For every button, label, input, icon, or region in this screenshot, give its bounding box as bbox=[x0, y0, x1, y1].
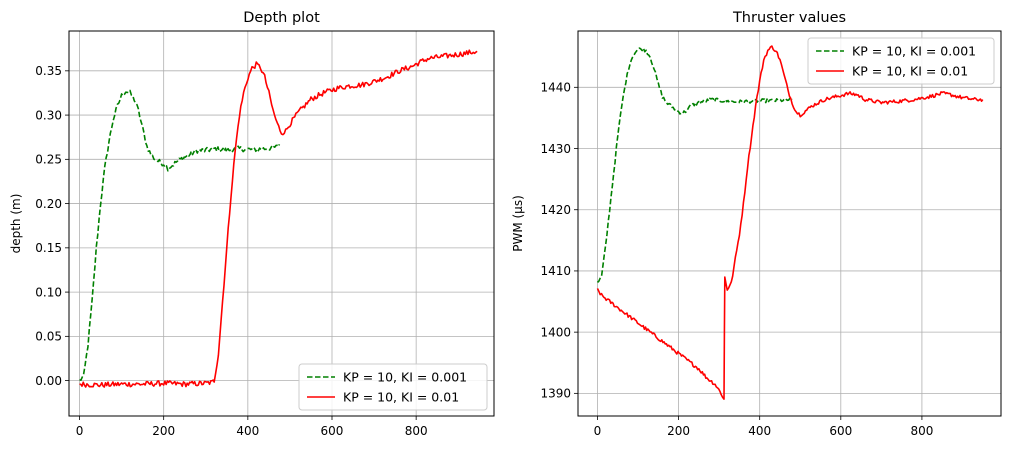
thruster-values-chart: 0 200 400 600 800 1390 1400 1410 1420 1430 1440 Thr… bbox=[511, 10, 1002, 438]
x-tick-label: 400 bbox=[236, 424, 259, 438]
legend-box bbox=[298, 363, 488, 411]
y-tick-label: 0.10 bbox=[35, 285, 62, 299]
legend-box bbox=[807, 37, 995, 85]
legend: KP = 10, KI = 0.001 KP = 10, KI = 0.01 bbox=[807, 37, 995, 85]
grid bbox=[69, 31, 494, 416]
y-tick-label: 1400 bbox=[540, 325, 571, 339]
x-tick-label: 800 bbox=[405, 424, 428, 438]
x-tick-label: 200 bbox=[152, 424, 175, 438]
y-tick-label: 1430 bbox=[540, 142, 571, 156]
x-tick-label: 800 bbox=[910, 424, 933, 438]
y-tick-label: 0.15 bbox=[35, 241, 62, 255]
y-tick-label: 0.20 bbox=[35, 197, 62, 211]
legend-label-2: KP = 10, KI = 0.01 bbox=[852, 64, 968, 79]
grid bbox=[578, 31, 1001, 416]
axes-frame bbox=[577, 30, 1002, 417]
plot-area bbox=[596, 45, 984, 400]
y-tick-label: 0.35 bbox=[35, 64, 62, 78]
series-line-2 bbox=[596, 45, 984, 400]
x-tick-label: 0 bbox=[76, 424, 84, 438]
y-tick-label: 1410 bbox=[540, 264, 571, 278]
legend-label-2: KP = 10, KI = 0.01 bbox=[343, 390, 459, 405]
x-axis: 0 200 400 600 800 bbox=[76, 416, 428, 438]
y-tick-label: 0.30 bbox=[35, 108, 62, 122]
y-axis-label: depth (m) bbox=[9, 194, 23, 254]
legend-label-1: KP = 10, KI = 0.001 bbox=[852, 44, 976, 59]
y-tick-label: 1440 bbox=[540, 81, 571, 95]
chart-title: Thruster values bbox=[732, 10, 846, 26]
series-line-1 bbox=[79, 89, 281, 381]
x-tick-label: 400 bbox=[748, 424, 771, 438]
plot-area bbox=[79, 49, 478, 388]
x-tick-label: 0 bbox=[594, 424, 602, 438]
x-tick-label: 600 bbox=[829, 424, 852, 438]
depth-plot-chart: 0 200 400 600 800 0.00 0.05 0.10 0.15 0.20 0.25 0.3… bbox=[9, 10, 495, 438]
legend: KP = 10, KI = 0.001 KP = 10, KI = 0.01 bbox=[298, 363, 488, 411]
y-tick-label: 0.00 bbox=[35, 374, 62, 388]
y-axis: 0.00 0.05 0.10 0.15 0.20 0.25 0.30 0.35 bbox=[35, 64, 69, 388]
x-tick-label: 600 bbox=[321, 424, 344, 438]
y-tick-label: 1390 bbox=[540, 387, 571, 401]
y-tick-label: 0.05 bbox=[35, 330, 62, 344]
series-line-2 bbox=[79, 49, 478, 388]
y-axis-label: PWM (µs) bbox=[511, 195, 525, 252]
x-tick-label: 200 bbox=[667, 424, 690, 438]
legend-label-1: KP = 10, KI = 0.001 bbox=[343, 370, 467, 385]
y-tick-label: 1420 bbox=[540, 203, 571, 217]
chart-title: Depth plot bbox=[243, 10, 320, 26]
axes-frame bbox=[68, 30, 495, 417]
y-tick-label: 0.25 bbox=[35, 153, 62, 167]
series-line-1 bbox=[596, 47, 793, 283]
y-axis: 1390 1400 1410 1420 1430 1440 bbox=[540, 81, 578, 401]
x-axis: 0 200 400 600 800 bbox=[594, 416, 933, 438]
